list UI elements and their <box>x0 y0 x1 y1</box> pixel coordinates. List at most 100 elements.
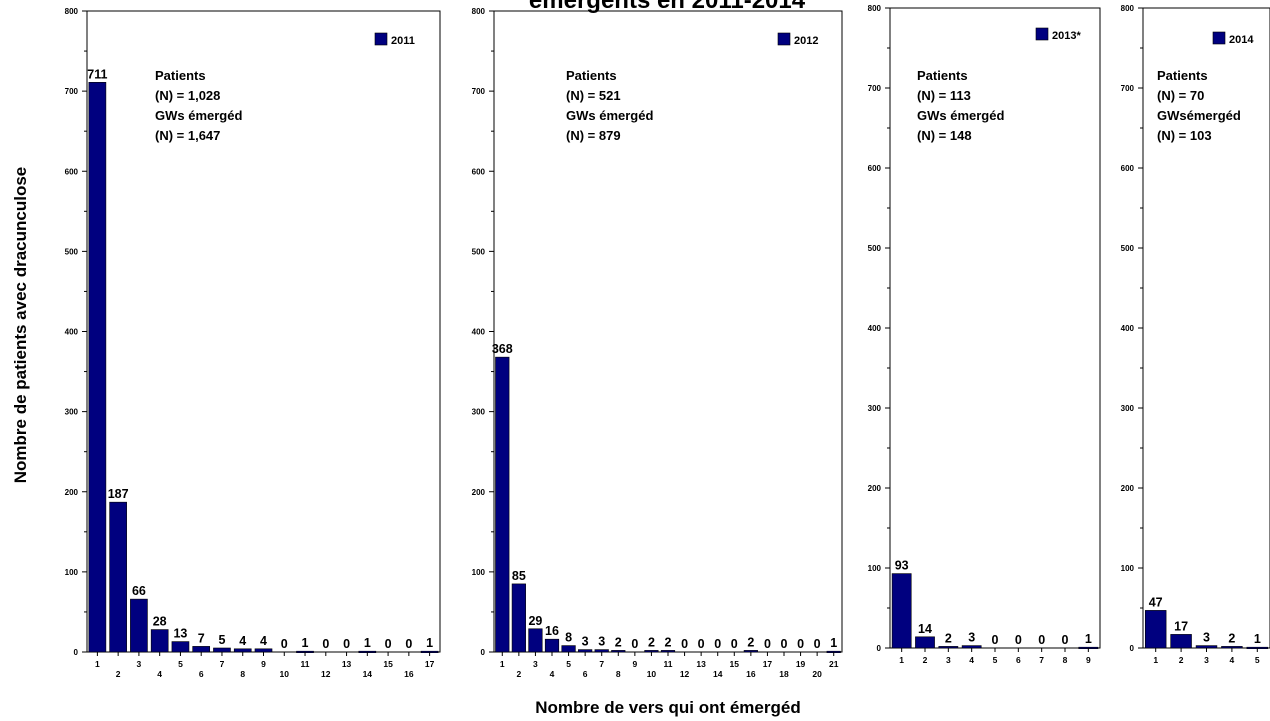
x-tick-label: 5 <box>1255 655 1260 665</box>
x-tick-label: 3 <box>946 655 951 665</box>
x-tick-label: 18 <box>779 669 789 679</box>
x-tick-label: 20 <box>812 669 822 679</box>
x-tick-label: 5 <box>993 655 998 665</box>
bar-value-label: 0 <box>1015 633 1022 647</box>
y-tick-label: 600 <box>472 167 486 176</box>
y-tick-label: 400 <box>868 324 882 333</box>
bar-value-label: 14 <box>918 622 932 636</box>
x-axis-title: Nombre de vers qui ont émergéd <box>535 698 800 717</box>
bar-value-label: 66 <box>132 584 146 598</box>
bar <box>1170 634 1192 649</box>
bar-value-label: 16 <box>545 624 559 638</box>
bar-value-label: 1 <box>364 636 371 650</box>
x-tick-label: 14 <box>363 669 373 679</box>
bar-value-label: 47 <box>1149 595 1163 609</box>
legend-label: 2014 <box>1229 34 1254 46</box>
y-tick-label: 600 <box>868 164 882 173</box>
x-tick-label: 8 <box>1063 655 1068 665</box>
annotation-line: (N) = 113 <box>917 88 971 103</box>
y-axis-title: Nombre de patients avec dracunculose <box>11 167 30 484</box>
y-tick-label: 700 <box>65 87 79 96</box>
panel-2012: 0100200300400500600700800368185229316485… <box>472 7 843 679</box>
annotation-line: GWsémergéd <box>1157 108 1241 123</box>
bar <box>1195 645 1218 649</box>
x-tick-label: 3 <box>533 659 538 669</box>
y-tick-label: 700 <box>868 84 882 93</box>
legend-label: 2011 <box>391 35 415 47</box>
bar <box>594 649 609 653</box>
y-tick-label: 500 <box>1121 244 1135 253</box>
bar <box>578 649 593 653</box>
bar <box>1144 610 1167 649</box>
bar-value-label: 0 <box>781 637 788 651</box>
y-tick-label: 500 <box>868 244 882 253</box>
annotation-line: (N) = 1,647 <box>155 128 220 143</box>
bar-value-label: 711 <box>87 67 107 81</box>
plot-frame <box>889 7 1101 649</box>
x-tick-label: 1 <box>500 659 505 669</box>
y-tick-label: 800 <box>65 7 79 16</box>
bar-value-label: 5 <box>218 633 225 647</box>
x-tick-label: 3 <box>137 659 142 669</box>
annotation-line: (N) = 148 <box>917 128 972 143</box>
x-tick-label: 21 <box>829 659 839 669</box>
y-tick-label: 800 <box>868 4 882 13</box>
annotation-line: (N) = 521 <box>566 88 621 103</box>
bar-value-label: 0 <box>631 637 638 651</box>
bar-value-label: 0 <box>698 637 705 651</box>
y-tick-label: 500 <box>65 247 79 256</box>
x-tick-label: 1 <box>1153 655 1158 665</box>
bar-value-label: 0 <box>814 637 821 651</box>
x-tick-label: 16 <box>746 669 756 679</box>
bar-value-label: 2 <box>747 635 754 649</box>
bar-value-label: 0 <box>797 637 804 651</box>
y-tick-label: 800 <box>1121 4 1135 13</box>
bar <box>660 650 676 653</box>
y-tick-label: 0 <box>877 644 882 653</box>
bar <box>528 628 543 653</box>
bar-value-label: 4 <box>260 634 267 648</box>
x-tick-label: 4 <box>1230 655 1235 665</box>
y-tick-label: 700 <box>472 87 486 96</box>
bar-value-label: 7 <box>198 631 205 645</box>
y-tick-label: 0 <box>481 648 486 657</box>
bar-value-label: 3 <box>582 635 589 649</box>
bar-value-label: 85 <box>512 569 526 583</box>
panel-2014: 0 100 200 300 400 500 600 700 800 47 1 17 2 3 3 2 4 1 5 201… <box>1121 4 1270 665</box>
bar-value-label: 2 <box>945 631 952 645</box>
bar-value-label: 1 <box>426 636 433 650</box>
x-tick-label: 3 <box>1204 655 1209 665</box>
x-tick-label: 6 <box>583 669 588 679</box>
bar-value-label: 0 <box>1038 633 1045 647</box>
x-tick-label: 2 <box>923 655 928 665</box>
bar-value-label: 3 <box>598 635 605 649</box>
bar-value-label: 13 <box>173 627 187 641</box>
x-tick-label: 7 <box>1039 655 1044 665</box>
bar-value-label: 2 <box>1228 631 1235 645</box>
bar <box>1221 646 1243 649</box>
x-tick-label: 19 <box>796 659 806 669</box>
bar-value-label: 1 <box>830 636 837 650</box>
bar-value-label: 1 <box>1085 632 1092 646</box>
bar <box>88 82 107 653</box>
bar <box>213 647 231 653</box>
bar <box>561 645 576 653</box>
legend-swatch <box>374 32 388 46</box>
bar-value-label: 0 <box>343 637 350 651</box>
bar-value-label: 8 <box>565 631 572 645</box>
x-tick-label: 10 <box>647 669 657 679</box>
x-tick-label: 9 <box>1086 655 1091 665</box>
bar <box>938 646 959 649</box>
x-tick-label: 10 <box>280 669 290 679</box>
bar <box>611 650 626 653</box>
x-tick-label: 5 <box>566 659 571 669</box>
x-tick-label: 4 <box>550 669 555 679</box>
annotation-line: (N) = 1,028 <box>155 88 220 103</box>
bar-value-label: 3 <box>1203 631 1210 645</box>
x-tick-label: 6 <box>199 669 204 679</box>
bar-value-label: 0 <box>1062 633 1069 647</box>
legend-label: 2012 <box>794 35 818 47</box>
x-tick-label: 2 <box>1179 655 1184 665</box>
panel-2013: 0100200300400500600700800931142233405060… <box>868 4 1101 665</box>
